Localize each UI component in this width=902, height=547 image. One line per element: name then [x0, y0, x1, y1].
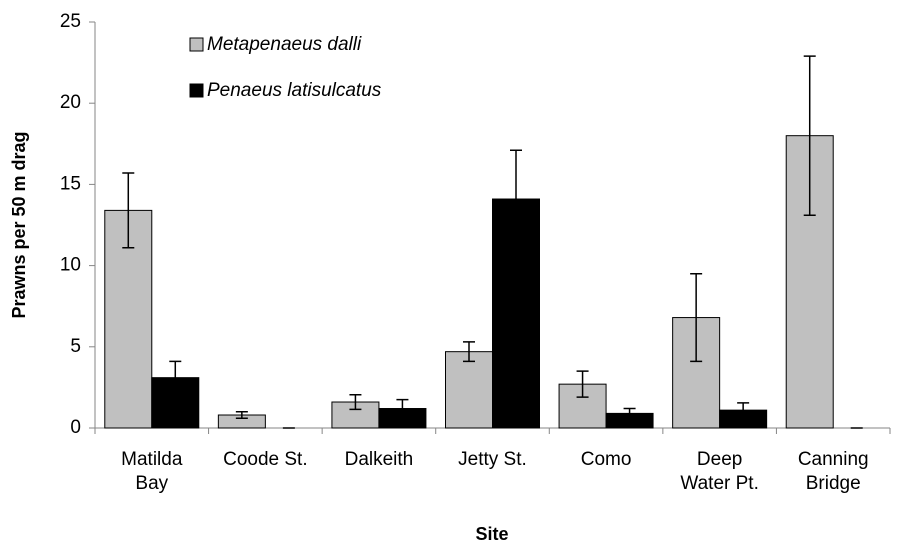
error-bar	[510, 149, 522, 249]
x-tick-label: Matilda Bay	[121, 449, 183, 494]
error-bar	[737, 402, 750, 419]
y-tick-label: 0	[70, 417, 81, 438]
legend-label: Penaeus latisulcatus	[207, 80, 382, 101]
x-tick-label: Jetty St.	[458, 449, 527, 470]
error-bar	[396, 398, 409, 419]
error-bar	[235, 411, 248, 420]
error-bar	[122, 172, 135, 249]
y-tick-label: 5	[70, 336, 81, 357]
bar	[445, 351, 493, 429]
legend-swatch	[189, 83, 204, 98]
x-tick-label: Canning Bridge	[797, 449, 869, 494]
y-tick-label: 10	[60, 255, 81, 276]
error-bar	[803, 55, 816, 217]
error-bar	[169, 360, 182, 395]
x-tick-label: Dalkeith	[344, 449, 414, 470]
y-tick-label: 15	[60, 173, 81, 194]
error-bar	[623, 407, 636, 420]
error-bar	[349, 393, 362, 411]
x-axis-label: Site	[475, 524, 508, 544]
y-tick-label: 25	[60, 11, 81, 32]
y-tick-label: 20	[60, 92, 81, 113]
legend-swatch	[189, 37, 204, 52]
x-tick-label: Deep Water Pt.	[680, 449, 759, 494]
x-tick-label: Coode St.	[223, 449, 308, 470]
error-bar	[576, 370, 589, 398]
x-tick-label: Como	[580, 449, 632, 470]
legend-label: Metapenaeus dalli	[207, 34, 362, 55]
y-axis-label: Prawns per 50 m drag	[9, 131, 29, 318]
error-bar	[690, 272, 703, 363]
error-bar	[463, 341, 475, 363]
